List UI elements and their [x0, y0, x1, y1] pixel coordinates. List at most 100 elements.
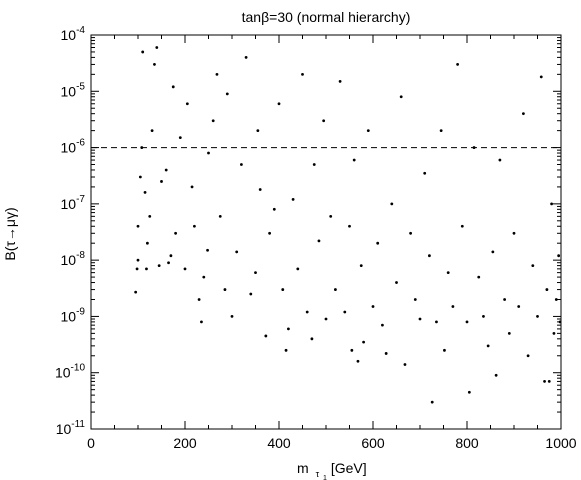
data-point: [281, 288, 285, 291]
data-point: [264, 334, 268, 338]
data-point: [178, 136, 182, 140]
data-point: [146, 241, 149, 245]
data-point: [155, 46, 159, 49]
data-point: [145, 267, 148, 271]
data-point: [536, 315, 539, 318]
data-point: [539, 75, 543, 79]
data-point: [390, 202, 394, 206]
data-point: [150, 129, 154, 133]
data-point: [334, 288, 337, 291]
data-point: [230, 315, 234, 318]
data-point: [153, 63, 156, 66]
data-point: [157, 264, 161, 267]
data-point: [272, 207, 276, 211]
y-tick-label: 10-10: [55, 363, 85, 381]
data-point: [446, 271, 450, 275]
data-point: [526, 354, 530, 358]
data-point: [296, 267, 300, 271]
data-point: [235, 250, 239, 254]
data-point: [138, 175, 142, 179]
data-point: [136, 258, 140, 262]
data-point: [395, 281, 398, 284]
data-point: [225, 92, 229, 96]
data-point: [494, 373, 498, 377]
data-point: [284, 348, 288, 352]
data-point: [207, 151, 210, 155]
data-point: [456, 63, 459, 66]
x-tick-label: 800: [455, 435, 479, 451]
data-point: [244, 56, 248, 59]
data-point: [498, 158, 502, 162]
data-point: [491, 250, 495, 254]
x-tick-label: 1000: [545, 435, 576, 451]
data-point: [190, 185, 194, 189]
data-point: [352, 158, 356, 162]
data-point: [350, 348, 354, 352]
data-point: [451, 305, 455, 308]
data-point: [218, 214, 222, 218]
plot-frame: [90, 34, 562, 430]
data-point: [164, 168, 168, 172]
data-point: [409, 231, 412, 235]
data-point: [193, 224, 196, 228]
data-point: [550, 202, 553, 206]
data-point: [312, 163, 316, 166]
x-tick-label: 200: [173, 435, 197, 451]
data-point: [258, 188, 262, 191]
data-point: [322, 119, 326, 123]
data-point: [413, 298, 417, 301]
data-point: [277, 102, 281, 106]
data-point: [348, 224, 351, 228]
data-point: [418, 317, 422, 321]
data-point: [338, 79, 342, 83]
y-axis-ticks: 10-11 10-10 10-9 10-8 10-7 10-6 10-5 10-4: [55, 25, 561, 437]
data-point: [256, 129, 260, 133]
data-point: [486, 344, 490, 348]
x-tick-label: 600: [361, 435, 385, 451]
data-point: [381, 323, 384, 327]
data-point: [240, 163, 243, 166]
x-label-unit: [GeV]: [331, 460, 367, 476]
data-point: [141, 50, 145, 54]
data-point: [399, 95, 403, 99]
data-point: [517, 305, 521, 308]
data-point: [206, 248, 209, 252]
data-point: [403, 363, 407, 366]
data-point: [366, 129, 370, 133]
data-point: [522, 112, 525, 116]
data-point: [477, 275, 481, 279]
data-point: [167, 261, 170, 265]
data-point: [465, 320, 469, 324]
data-point: [171, 85, 175, 89]
data-point: [545, 288, 549, 291]
data-point: [460, 224, 464, 228]
data-point: [507, 331, 511, 335]
data-point: [359, 264, 363, 267]
data-point: [531, 264, 535, 267]
data-point: [197, 298, 201, 301]
x-tick-label: 400: [267, 435, 291, 451]
data-point: [430, 400, 434, 404]
data-point: [183, 267, 187, 271]
chart-title: tanβ=30 (normal hierarchy): [242, 9, 411, 25]
data-point: [254, 271, 257, 275]
data-point: [384, 352, 388, 355]
data-point: [301, 72, 304, 76]
data-point: [143, 190, 147, 194]
data-point: [135, 267, 139, 271]
y-tick-label: 10-7: [61, 194, 86, 212]
x-label-sub: τ: [316, 469, 320, 479]
data-point: [291, 198, 295, 201]
y-tick-label: 10-11: [56, 419, 86, 437]
y-tick-label: 10-5: [61, 81, 86, 99]
data-point: [200, 320, 203, 324]
data-point: [211, 119, 215, 123]
y-axis-label: B(τ→μγ): [2, 207, 18, 260]
data-point: [557, 254, 561, 258]
data-point: [343, 310, 347, 314]
data-point: [443, 348, 446, 352]
y-tick-label: 10-4: [61, 25, 86, 43]
x-tick-label: 0: [87, 435, 95, 451]
y-tick-label: 10-9: [61, 306, 86, 324]
data-point: [371, 305, 375, 308]
